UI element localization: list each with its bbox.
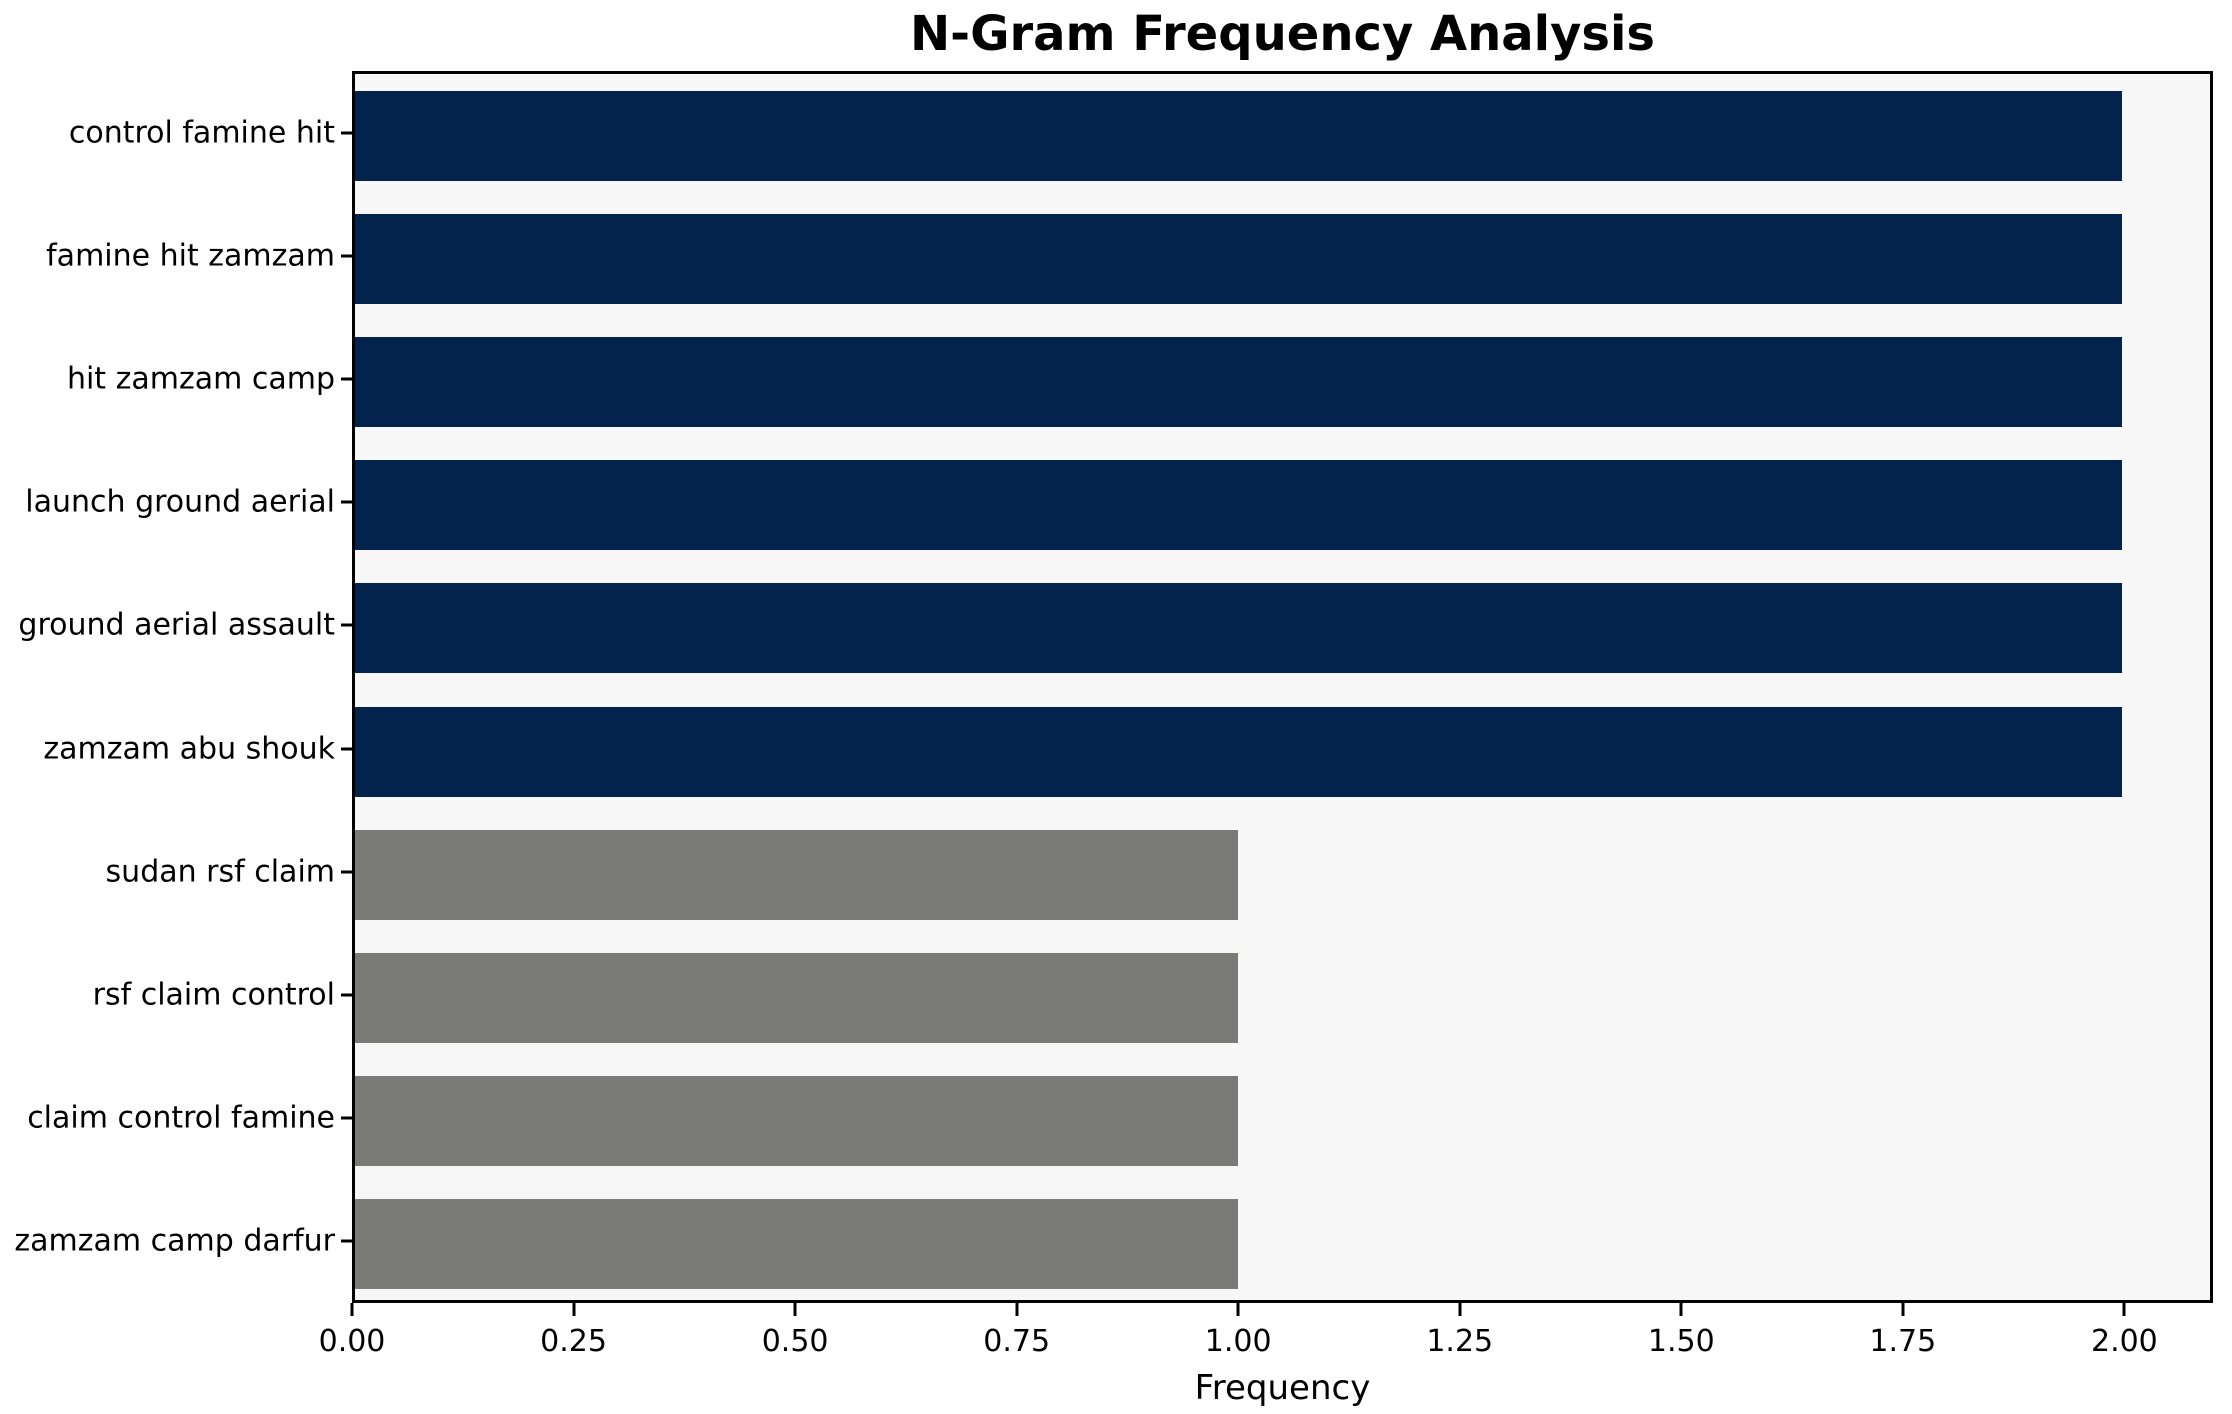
x-tick-label: 1.50 <box>1647 1324 1715 1359</box>
y-tick-label: control famine hit <box>68 115 335 151</box>
bar-row <box>355 197 2210 320</box>
y-tick-mark <box>341 623 352 627</box>
x-tick-label: 0.00 <box>318 1324 386 1359</box>
y-tick-label: ground aerial assault <box>18 607 335 643</box>
x-tick-mark <box>1236 1303 1240 1316</box>
bar-launch-ground-aerial <box>355 460 2122 551</box>
y-tick-label: claim control famine <box>27 1100 335 1136</box>
bar-sudan-rsf-claim <box>355 829 1239 920</box>
y-tick-mark <box>341 747 352 751</box>
x-tick-label: 1.00 <box>1204 1324 1272 1359</box>
bar-zamzam-camp-darfur <box>355 1199 1239 1290</box>
x-axis-label: Frequency <box>1194 1368 1371 1408</box>
bar-claim-control-famine <box>355 1076 1239 1167</box>
x-tick-label: 2.00 <box>2090 1324 2158 1359</box>
bar-hit-zamzam-camp <box>355 337 2122 427</box>
bar-rsf-claim-control <box>355 953 1239 1043</box>
bar-row <box>355 1183 2210 1306</box>
x-tick-mark <box>1458 1303 1462 1316</box>
y-tick-label: zamzam camp darfur <box>14 1223 335 1259</box>
bar-control-famine-hit <box>355 90 2122 181</box>
y-tick-label: zamzam abu shouk <box>43 731 335 767</box>
x-tick-label: 0.75 <box>983 1324 1051 1359</box>
x-tick-label: 0.50 <box>761 1324 829 1359</box>
bar-row <box>355 567 2210 690</box>
y-tick-mark <box>341 870 352 874</box>
bar-ground-aerial-assault <box>355 583 2122 674</box>
x-tick-mark <box>350 1303 354 1316</box>
bar-row <box>355 813 2210 936</box>
y-tick-mark <box>341 1116 352 1120</box>
x-tick-mark <box>1015 1303 1019 1316</box>
bar-row <box>355 936 2210 1059</box>
bar-row <box>355 690 2210 813</box>
bar-row <box>355 1060 2210 1183</box>
x-tick-mark <box>2122 1303 2126 1316</box>
y-tick-label: sudan rsf claim <box>105 854 335 890</box>
x-tick-mark <box>1901 1303 1905 1316</box>
bar-row <box>355 444 2210 567</box>
y-tick-mark <box>341 254 352 258</box>
y-tick-label: rsf claim control <box>92 977 335 1013</box>
bar-row <box>355 74 2210 197</box>
bar-famine-hit-zamzam <box>355 213 2122 304</box>
y-tick-label: famine hit zamzam <box>46 238 335 274</box>
x-tick-mark <box>1679 1303 1683 1316</box>
y-tick-label: launch ground aerial <box>25 484 335 520</box>
x-tick-label: 1.25 <box>1426 1324 1494 1359</box>
x-tick-mark <box>572 1303 576 1316</box>
y-tick-mark <box>341 1239 352 1243</box>
y-tick-mark <box>341 500 352 504</box>
y-tick-mark <box>341 993 352 997</box>
x-tick-mark <box>793 1303 797 1316</box>
y-tick-mark <box>341 131 352 135</box>
chart-title: N-Gram Frequency Analysis <box>910 6 1655 62</box>
x-tick-label: 0.25 <box>540 1324 607 1359</box>
bar-row <box>355 320 2210 443</box>
y-tick-label: hit zamzam camp <box>66 361 335 397</box>
plot-area <box>352 71 2213 1303</box>
x-tick-label: 1.75 <box>1869 1324 1937 1359</box>
y-tick-mark <box>341 377 352 381</box>
bar-zamzam-abu-shouk <box>355 706 2122 797</box>
